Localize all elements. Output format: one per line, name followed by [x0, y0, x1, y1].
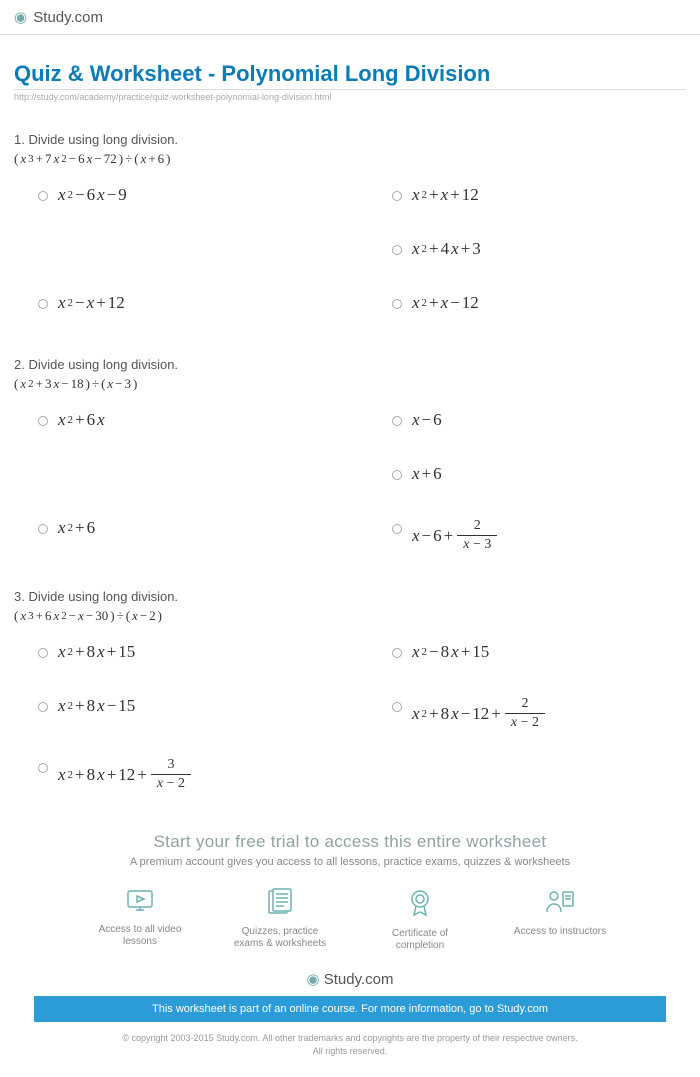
fraction: 2x − 3 [457, 518, 497, 553]
radio-icon[interactable] [392, 524, 402, 534]
instructor-icon [545, 888, 575, 920]
answer-option[interactable]: x2 + x − 12 [392, 293, 686, 321]
fraction: 2x − 2 [505, 696, 545, 731]
answer-option[interactable]: x2 + 8x − 12 + 2x − 2 [392, 696, 686, 731]
question-expression: (x3 + 6x2 − x − 30) ÷ (x − 2) [14, 608, 686, 624]
radio-icon[interactable] [38, 524, 48, 534]
answer-option[interactable]: x − 6 [392, 410, 686, 438]
question-prompt: 3. Divide using long division. [14, 589, 686, 604]
trial-item[interactable]: Access to instructors [510, 888, 610, 952]
answer-option[interactable]: x2 − 8x + 15 [392, 642, 686, 670]
answer-option[interactable]: x2 + 6x [38, 410, 332, 438]
play-icon: ◉ [306, 971, 319, 988]
question: 2. Divide using long division. (x2 + 3x −… [14, 357, 686, 553]
trial-item[interactable]: Certificate of completion [370, 888, 470, 952]
trial-block: Start your free trial to access this ent… [14, 832, 686, 1057]
trial-title: Start your free trial to access this ent… [14, 832, 686, 852]
certificate-icon [406, 888, 434, 922]
answer-option[interactable]: x2 + 8x + 15 [38, 642, 332, 670]
trial-item-label: Access to instructors [514, 926, 606, 938]
question: 3. Divide using long division. (x3 + 6x2 … [14, 589, 686, 792]
radio-icon[interactable] [38, 702, 48, 712]
answer-option[interactable]: x − 6 + 2x − 3 [392, 518, 686, 553]
radio-icon[interactable] [392, 702, 402, 712]
trial-item-label: Access to all video lessons [90, 924, 190, 948]
radio-icon[interactable] [392, 470, 402, 480]
answer-option[interactable]: x2 + 8x + 12 + 3x − 2 [38, 757, 332, 792]
radio-icon[interactable] [392, 416, 402, 426]
radio-icon[interactable] [38, 763, 48, 773]
question-prompt: 2. Divide using long division. [14, 357, 686, 372]
answer-math: x2 − x + 12 [58, 293, 125, 313]
page-content: Quiz & Worksheet - Polynomial Long Divis… [0, 35, 700, 1077]
answer-math: x2 − 6x − 9 [58, 185, 127, 205]
answer-math: x + 6 [412, 464, 442, 484]
play-icon: ◉ [14, 9, 27, 26]
answer-math: x2 + 8x + 12 + 3x − 2 [58, 757, 193, 792]
radio-icon[interactable] [392, 648, 402, 658]
answer-math: x2 + 8x + 15 [58, 642, 135, 662]
answer-math: x2 + 4x + 3 [412, 239, 481, 259]
radio-icon[interactable] [38, 648, 48, 658]
answer-option[interactable]: x2 + 4x + 3 [392, 239, 686, 267]
top-brand-bar: ◉ Study.com [0, 0, 700, 35]
footer-brand-text: Study.com [324, 971, 394, 988]
answer-math: x2 + 8x − 15 [58, 696, 135, 716]
question-prompt: 1. Divide using long division. [14, 132, 686, 147]
page-url: http://study.com/academy/practice/quiz-w… [14, 92, 686, 102]
answer-option[interactable]: x2 + 8x − 15 [38, 696, 332, 731]
answer-math: x2 + x − 12 [412, 293, 479, 313]
answer-option[interactable]: x + 6 [392, 464, 686, 492]
radio-icon[interactable] [392, 191, 402, 201]
question-expression: (x3 + 7x2 − 6x − 72) ÷ (x + 6) [14, 151, 686, 167]
trial-item[interactable]: Quizzes, practice exams & worksheets [230, 888, 330, 952]
answer-option[interactable]: x2 + 6 [38, 518, 332, 553]
radio-icon[interactable] [392, 299, 402, 309]
question: 1. Divide using long division. (x3 + 7x2 … [14, 132, 686, 321]
quiz-icon [266, 888, 294, 920]
answer-option[interactable]: x2 + x + 12 [392, 185, 686, 213]
answer-math: x − 6 + 2x − 3 [412, 518, 499, 553]
radio-icon[interactable] [38, 191, 48, 201]
copyright: © copyright 2003-2015 Study.com. All oth… [14, 1032, 686, 1057]
fraction: 3x − 2 [151, 757, 191, 792]
answer-math: x − 6 [412, 410, 442, 430]
question-expression: (x2 + 3x − 18) ÷ (x − 3) [14, 376, 686, 392]
trial-icons-row: Access to all video lessons Quizzes, prac… [14, 888, 686, 952]
answers-grid: x2 + 8x + 15 x2 − 8x + 15 x2 + 8x − 15 x2 +… [14, 642, 686, 792]
radio-icon[interactable] [38, 299, 48, 309]
footer-brand: ◉ Study.com [14, 970, 686, 988]
answer-option[interactable]: x2 − x + 12 [38, 293, 332, 321]
questions-container: 1. Divide using long division. (x3 + 7x2 … [14, 132, 686, 792]
answer-option[interactable]: x2 − 6x − 9 [38, 185, 332, 213]
video-icon [124, 888, 156, 918]
trial-item[interactable]: Access to all video lessons [90, 888, 190, 952]
trial-item-label: Certificate of completion [370, 928, 470, 952]
answer-math: x2 + 6x [58, 410, 105, 430]
answer-math: x2 + 8x − 12 + 2x − 2 [412, 696, 547, 731]
answers-grid: x2 + 6x x − 6 x + 6 x2 + 6 x − 6 + 2x − 3 [14, 410, 686, 553]
answer-math: x2 − 8x + 15 [412, 642, 489, 662]
radio-icon[interactable] [392, 245, 402, 255]
trial-subtitle: A premium account gives you access to al… [14, 856, 686, 868]
copyright-line2: All rights reserved. [14, 1045, 686, 1058]
answer-math: x2 + 6 [58, 518, 95, 538]
answers-grid: x2 − 6x − 9 x2 + x + 12 x2 + 4x + 3 x2 − x … [14, 185, 686, 321]
page-title: Quiz & Worksheet - Polynomial Long Divis… [14, 61, 686, 90]
radio-icon[interactable] [38, 416, 48, 426]
copyright-line1: © copyright 2003-2015 Study.com. All oth… [14, 1032, 686, 1045]
course-info-bar[interactable]: This worksheet is part of an online cour… [34, 996, 666, 1022]
brand-text: Study.com [33, 9, 103, 26]
trial-item-label: Quizzes, practice exams & worksheets [230, 926, 330, 950]
answer-math: x2 + x + 12 [412, 185, 479, 205]
